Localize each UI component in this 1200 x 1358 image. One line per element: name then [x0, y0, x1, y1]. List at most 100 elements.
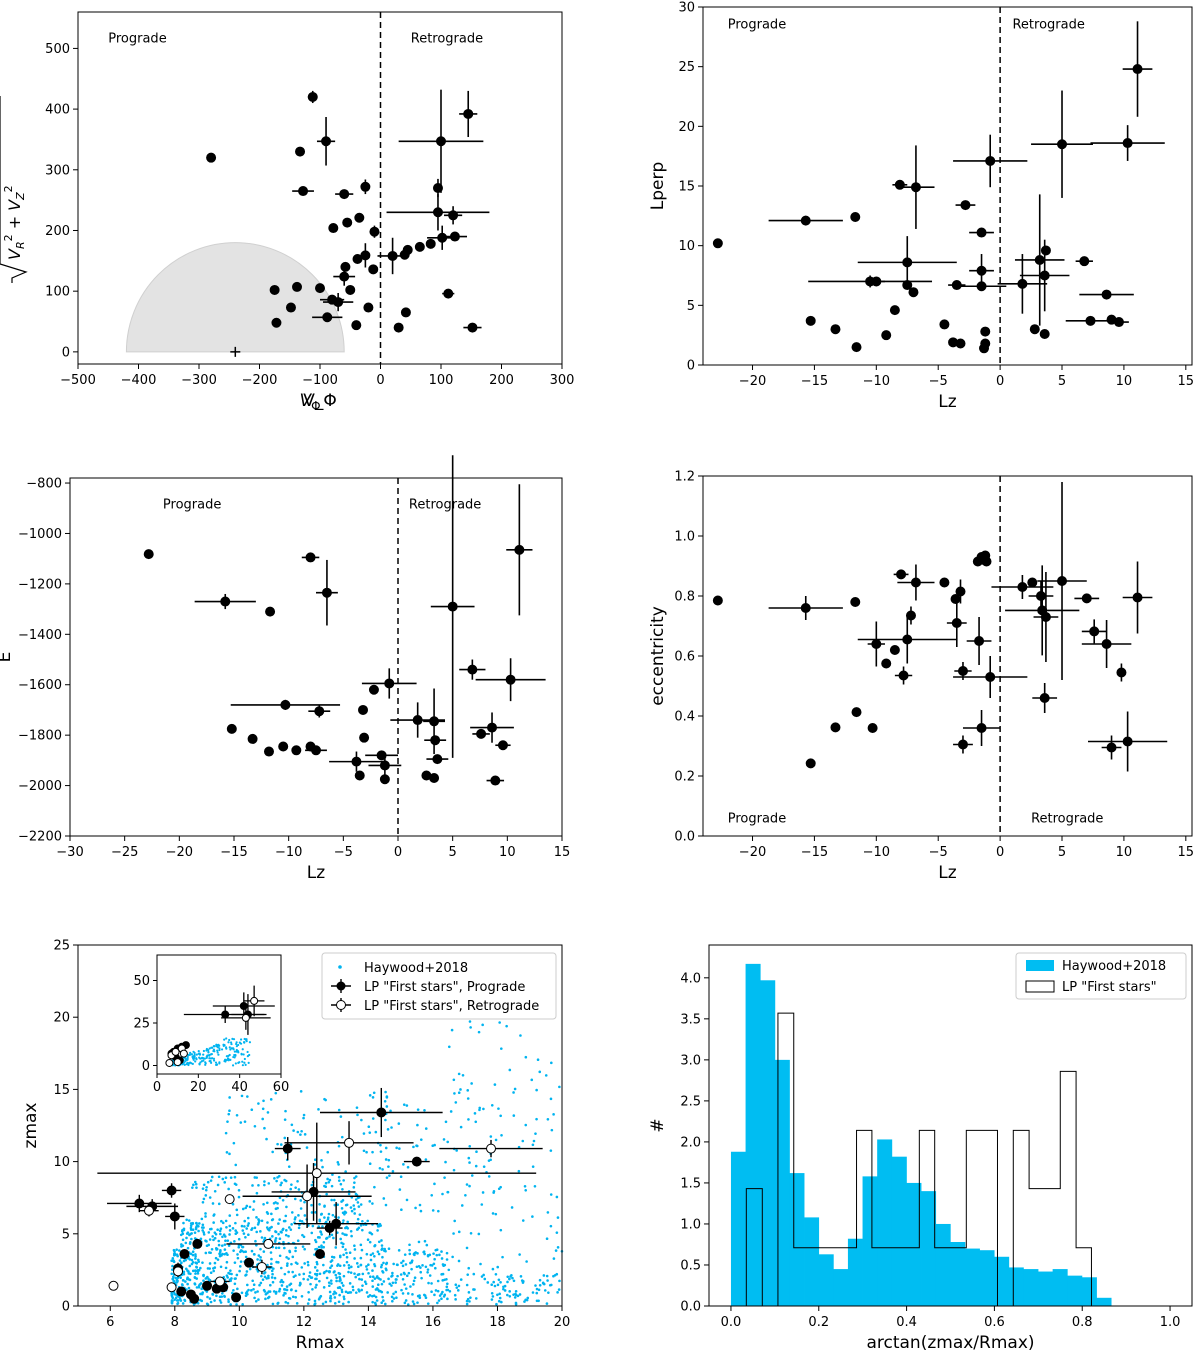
data-point — [1132, 592, 1143, 603]
haywood-point — [278, 1254, 282, 1258]
data-point — [399, 249, 410, 260]
data-point — [1039, 328, 1050, 339]
x-tick-label: 15 — [1178, 374, 1195, 389]
haywood-point — [370, 1232, 374, 1236]
haywood-point — [441, 1272, 445, 1276]
haywood-point — [467, 1156, 471, 1160]
haywood-point — [545, 1274, 549, 1278]
retrograde-point — [302, 1191, 313, 1202]
haywood-point — [255, 1230, 259, 1234]
haywood-point — [204, 1251, 208, 1255]
haywood-point — [334, 1246, 338, 1249]
haywood-point — [362, 1149, 366, 1153]
prograde-point — [166, 1185, 177, 1196]
haywood-point — [228, 1096, 231, 1099]
haywood-point — [445, 1277, 448, 1281]
haywood-point — [478, 1108, 481, 1112]
haywood-point — [465, 1246, 469, 1250]
haywood-point — [351, 1285, 355, 1289]
haywood-point — [321, 1165, 324, 1169]
haywood-point — [451, 1255, 454, 1259]
haywood-point — [267, 1274, 270, 1278]
haywood-point — [371, 1294, 374, 1298]
haywood-point — [296, 1262, 299, 1265]
haywood-point — [399, 1175, 403, 1179]
y-tick-label: 25 — [53, 939, 70, 954]
haywood-point — [231, 1227, 235, 1230]
x-tick-label: 0 — [996, 374, 1004, 389]
y-tick-label: 1.5 — [680, 1176, 701, 1191]
haywood-point — [341, 1232, 344, 1235]
haywood-point — [262, 1099, 265, 1103]
haywood-point — [318, 1236, 321, 1239]
haywood-point — [278, 1287, 282, 1291]
haywood-point — [434, 1289, 438, 1292]
haywood-point — [204, 1277, 208, 1280]
haywood-point — [375, 1299, 379, 1302]
x-tick-label: 0.6 — [984, 1315, 1005, 1330]
haywood-point — [281, 1280, 285, 1284]
inset-haywood-point — [187, 1063, 190, 1067]
haywood-point — [310, 1211, 314, 1214]
haywood-point — [339, 1182, 343, 1186]
haywood-point — [343, 1210, 347, 1214]
haywood-point — [431, 1209, 435, 1212]
haywood-point — [498, 1021, 501, 1024]
haywood-point — [300, 1266, 304, 1269]
haywood-point — [320, 1244, 323, 1248]
inset-haywood-point — [195, 1057, 198, 1060]
haywood-point — [176, 1302, 179, 1306]
haywood-point — [252, 1287, 255, 1291]
haywood-point — [535, 1088, 538, 1092]
haywood-point — [330, 1264, 334, 1268]
haywood-point — [346, 1226, 350, 1230]
haywood-point — [373, 1277, 377, 1280]
haywood-point — [271, 1272, 274, 1276]
haywood-point — [267, 1182, 271, 1185]
haywood-point — [257, 1183, 260, 1187]
haywood-point — [480, 1203, 484, 1206]
haywood-point — [276, 1176, 279, 1179]
haywood-point — [477, 1030, 481, 1034]
legend-haywood-marker — [338, 965, 342, 969]
haywood-point — [303, 1262, 306, 1265]
haywood-bar — [862, 1176, 878, 1306]
haywood-point — [466, 1273, 470, 1276]
haywood-point — [267, 1295, 271, 1299]
haywood-point — [232, 1249, 235, 1252]
haywood-point — [317, 1108, 320, 1111]
y-axis-label: Lperp — [648, 162, 668, 211]
haywood-point — [205, 1290, 209, 1293]
haywood-point — [299, 1282, 302, 1286]
haywood-point — [198, 1222, 201, 1225]
haywood-point — [279, 1266, 283, 1270]
haywood-point — [298, 1273, 301, 1276]
haywood-point — [246, 1095, 249, 1098]
haywood-point — [233, 1175, 237, 1179]
haywood-point — [473, 1112, 477, 1115]
haywood-point — [173, 1250, 176, 1253]
y-tick-label: −1600 — [18, 678, 62, 693]
haywood-point — [478, 1106, 482, 1110]
y-tick-label: 0.5 — [680, 1258, 701, 1273]
haywood-point — [197, 1229, 200, 1233]
haywood-point — [221, 1221, 225, 1225]
haywood-point — [519, 1034, 522, 1037]
haywood-point — [380, 1265, 383, 1269]
y-tick-label: 3.5 — [680, 1012, 701, 1027]
haywood-point — [234, 1221, 237, 1225]
haywood-point — [184, 1241, 188, 1245]
inset-haywood-point — [202, 1053, 205, 1056]
haywood-bar — [921, 1191, 937, 1306]
haywood-point — [353, 1207, 356, 1211]
data-point — [981, 556, 992, 567]
data-point — [1116, 667, 1127, 678]
haywood-point — [170, 1272, 174, 1276]
haywood-point — [200, 1292, 204, 1295]
data-point — [980, 338, 991, 349]
haywood-point — [456, 1289, 460, 1292]
prograde-point — [189, 1293, 200, 1304]
haywood-point — [470, 1174, 474, 1177]
data-point — [351, 320, 362, 331]
haywood-point — [274, 1246, 278, 1250]
